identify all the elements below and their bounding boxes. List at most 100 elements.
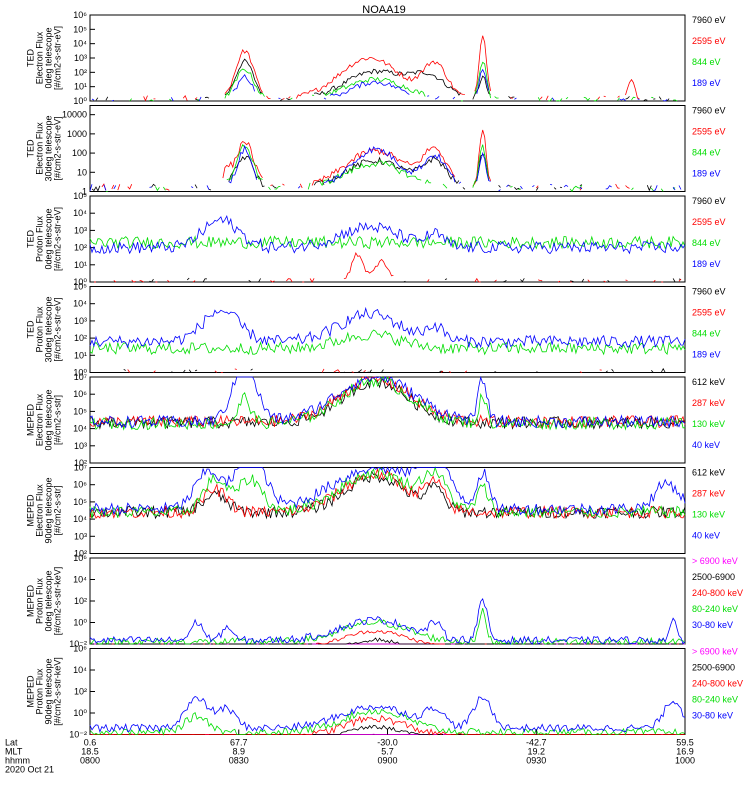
hhmm-tick-label: 0830 xyxy=(229,756,249,766)
y-axis-label-line: Proton Flux xyxy=(35,668,45,715)
hhmm-tick-label: 0900 xyxy=(377,756,397,766)
legend-entry: 80-240 keV xyxy=(692,695,738,705)
legend-entry: 287 keV xyxy=(692,489,725,499)
lat-tick-label: -30.0 xyxy=(377,738,398,748)
y-axis-label: TEDElectron Flux30deg telescope[#/cm2-s-… xyxy=(26,115,63,181)
y-tick-label: 10⁴ xyxy=(73,424,87,434)
y-tick-label: 100 xyxy=(72,148,87,158)
y-tick-label: 10⁵ xyxy=(73,406,87,416)
legend-entry: 2500-6900 xyxy=(692,572,735,582)
y-tick-label: 1 xyxy=(82,187,87,197)
legend-entry: 189 eV xyxy=(692,169,721,179)
y-tick-label: 10⁶ xyxy=(73,644,87,654)
y-axis-label: MEPEDElectron Flux0deg telescope[#/cm2-s… xyxy=(26,389,63,450)
hhmm-tick-label: 0800 xyxy=(80,756,100,766)
series-trace-4 xyxy=(89,144,682,192)
legend-entry: 612 keV xyxy=(692,468,725,478)
panel-7: 10⁻² 10⁰ 10² 10⁴ 10⁶ MEPEDProton Flux0deg tel… xyxy=(26,553,744,649)
y-tick-label: 10⁵ xyxy=(73,497,87,507)
y-tick-label: 10⁴ xyxy=(73,299,87,309)
time-row-label: MLT xyxy=(5,747,23,757)
y-axis-label-line: 0deg telescope xyxy=(44,570,54,631)
y-tick-label: 10⁶ xyxy=(73,389,87,399)
y-tick-label: 10² xyxy=(74,67,87,77)
y-axis-label-line: [#/cm2-s-str-eV] xyxy=(53,297,63,361)
y-tick-label: 10¹ xyxy=(74,350,87,360)
legend-entry: 2595 eV xyxy=(692,308,726,318)
series-trace-1 xyxy=(92,155,677,191)
y-axis-label-line: 0deg telescope xyxy=(44,389,54,450)
lat-tick-label: 0.6 xyxy=(84,738,97,748)
y-axis-label-line: [#/cm2-s-str-keV] xyxy=(53,567,63,636)
mlt-tick-label: 16.9 xyxy=(676,747,694,757)
y-tick-label: 10³ xyxy=(74,53,87,63)
y-tick-label: 10³ xyxy=(74,441,87,451)
y-tick-label: 10¹ xyxy=(74,260,87,270)
series-trace-3 xyxy=(89,329,686,356)
legend-entry: 844 eV xyxy=(692,148,721,158)
panel-frame xyxy=(89,14,686,102)
legend-entry: 844 eV xyxy=(692,238,721,248)
legend-entry: 130 keV xyxy=(692,419,725,429)
y-tick-label: 10⁵ xyxy=(73,24,87,34)
legend-entry: 7960 eV xyxy=(692,196,726,206)
y-axis-label-line: Proton Flux xyxy=(35,577,45,624)
y-tick-label: 10000 xyxy=(62,110,87,120)
y-axis-label-line: Electron Flux xyxy=(35,393,45,446)
lat-tick-label: 67.7 xyxy=(230,738,248,748)
series-trace-3 xyxy=(89,376,685,431)
series-trace-3 xyxy=(105,143,676,193)
y-tick-label: 10⁶ xyxy=(73,480,87,490)
panel-frame xyxy=(89,286,686,373)
series-trace-4 xyxy=(89,306,686,349)
y-tick-label: 10³ xyxy=(74,316,87,326)
y-axis-label: TEDElectron Flux0deg telescope[#/cm2-s-s… xyxy=(26,26,63,90)
legend-entry: 612 keV xyxy=(692,377,725,387)
y-tick-label: 10⁻² xyxy=(69,730,87,740)
series-trace-4 xyxy=(92,70,679,101)
legend-entry: 2595 eV xyxy=(692,36,726,46)
y-axis-label-line: [#/cm2-s-str-eV] xyxy=(53,116,63,180)
y-axis-label: MEPEDProton Flux90deg telescope[#/cm2-s-… xyxy=(26,657,63,726)
legend-entry: > 6900 keV xyxy=(692,647,738,657)
series-trace-2 xyxy=(144,36,683,101)
series-trace-3 xyxy=(129,61,678,102)
series-trace-2 xyxy=(102,130,669,190)
mlt-tick-label: 19.2 xyxy=(527,747,545,757)
series-trace-3 xyxy=(89,235,686,250)
legend-entry: 7960 eV xyxy=(692,15,726,25)
y-tick-label: 10⁵ xyxy=(73,191,87,201)
legend-entry: 189 eV xyxy=(692,78,721,88)
y-tick-label: 10⁰ xyxy=(73,708,87,718)
time-row-label: 2020 Oct 21 xyxy=(5,765,54,775)
y-tick-label: 10⁰ xyxy=(73,618,87,628)
legend-entry: 240-800 keV xyxy=(692,679,743,689)
y-axis-label-line: [#/cm2-s-str] xyxy=(53,395,63,445)
y-axis-label-line: TED xyxy=(26,139,36,158)
mlt-tick-label: 5.7 xyxy=(381,747,394,757)
y-tick-label: 10⁷ xyxy=(74,463,87,473)
y-tick-label: 10⁴ xyxy=(73,514,87,524)
y-tick-label: 10⁶ xyxy=(73,553,87,563)
y-axis-label: MEPEDProton Flux0deg telescope[#/cm2-s-s… xyxy=(26,567,63,636)
lat-tick-label: 59.5 xyxy=(676,738,694,748)
legend-entry: 189 eV xyxy=(692,350,721,360)
hhmm-tick-label: 1000 xyxy=(675,756,695,766)
legend-entry: 30-80 keV xyxy=(692,620,733,630)
y-axis-label-line: 0deg telescope xyxy=(44,27,54,88)
legend-entry: 7960 eV xyxy=(692,287,726,297)
legend-entry: 2500-6900 xyxy=(692,663,735,673)
y-axis-label-line: 90deg telescope xyxy=(44,477,54,543)
y-axis-label-line: Electron Flux xyxy=(35,31,45,84)
y-axis-label-line: TED xyxy=(26,229,36,248)
y-axis-label-line: [#/cm2-s-str] xyxy=(53,485,63,535)
legend-entry: 189 eV xyxy=(692,259,721,269)
series-trace-1 xyxy=(89,470,686,520)
series-trace-2 xyxy=(94,252,682,283)
y-axis-label-line: 90deg telescope xyxy=(44,658,54,724)
y-tick-label: 10² xyxy=(74,458,87,468)
series-trace-4 xyxy=(89,466,686,517)
y-axis-label-line: [#/cm2-s-str-keV] xyxy=(53,657,63,726)
y-axis-label-line: 30deg telescope xyxy=(44,296,54,362)
